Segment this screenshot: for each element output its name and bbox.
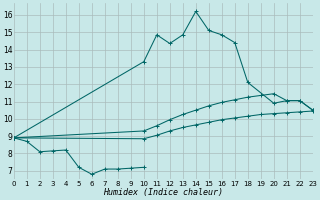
X-axis label: Humidex (Indice chaleur): Humidex (Indice chaleur): [103, 188, 223, 197]
